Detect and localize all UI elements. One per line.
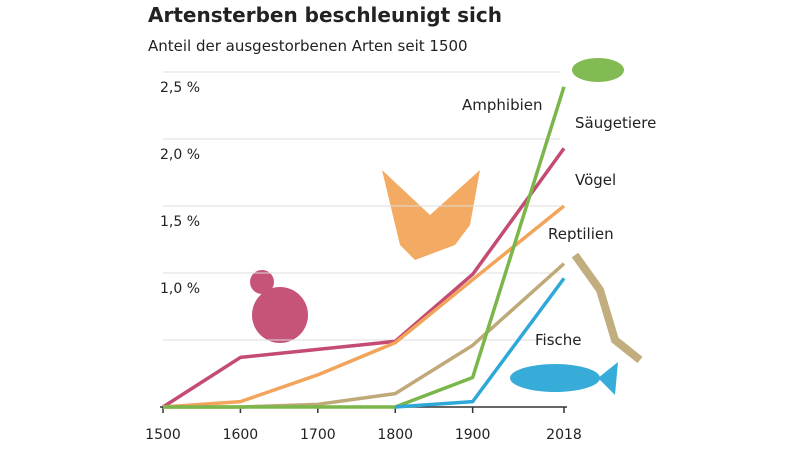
y-tick-label: 2,0 % <box>160 147 200 163</box>
x-tick-label: 1800 <box>377 427 413 443</box>
chart-subtitle: Anteil der ausgestorbenen Arten seit 150… <box>148 37 468 55</box>
y-tick-label: 1,5 % <box>160 214 200 230</box>
series-line <box>162 147 566 409</box>
series-label: Säugetiere <box>575 114 657 132</box>
series-line <box>395 277 566 409</box>
x-tick-label: 2018 <box>546 427 582 443</box>
series-line <box>163 262 566 409</box>
series-line <box>162 204 566 409</box>
series-label: Amphibien <box>462 96 543 114</box>
x-tick-label: 1900 <box>455 427 491 443</box>
series-label: Fische <box>535 331 582 349</box>
x-tick-label: 1700 <box>300 427 336 443</box>
series-label: Vögel <box>575 171 617 189</box>
animal-icons <box>250 58 643 395</box>
y-tick-label: 2,5 % <box>160 80 200 96</box>
series-line <box>163 86 566 409</box>
x-tick-label: 1600 <box>223 427 259 443</box>
x-tick-label: 1500 <box>145 427 181 443</box>
y-tick-label: 1,0 % <box>160 281 200 297</box>
chart-title: Artensterben beschleunigt sich <box>148 3 502 27</box>
series-label: Reptilien <box>548 225 614 243</box>
